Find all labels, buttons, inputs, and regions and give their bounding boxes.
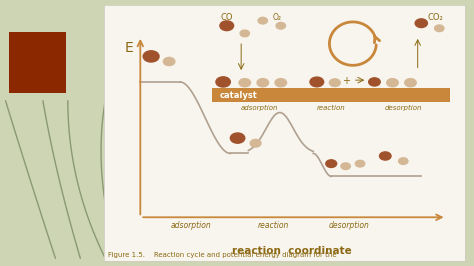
Circle shape [230, 133, 245, 143]
Text: +: + [342, 76, 350, 86]
Text: reaction  coordinate: reaction coordinate [232, 246, 352, 256]
Circle shape [216, 77, 230, 87]
Circle shape [369, 78, 380, 86]
Circle shape [380, 152, 391, 160]
Polygon shape [9, 32, 66, 106]
Circle shape [239, 79, 251, 87]
Text: reaction: reaction [317, 105, 346, 111]
Text: CO₂: CO₂ [428, 13, 444, 22]
Circle shape [310, 77, 324, 87]
Circle shape [387, 79, 398, 87]
Circle shape [220, 21, 234, 31]
Circle shape [257, 79, 269, 87]
Circle shape [415, 19, 428, 28]
Circle shape [276, 22, 285, 29]
Circle shape [329, 79, 340, 86]
Circle shape [399, 158, 408, 164]
Text: O₂: O₂ [273, 13, 282, 22]
Text: desorption: desorption [384, 105, 422, 111]
Circle shape [326, 160, 337, 168]
Text: reaction: reaction [258, 221, 289, 230]
Text: desorption: desorption [329, 221, 370, 230]
Circle shape [164, 57, 175, 66]
FancyBboxPatch shape [212, 88, 450, 102]
Text: E: E [125, 41, 134, 55]
Text: Figure 1.5.    Reaction cycle and potential energy diagram for the: Figure 1.5. Reaction cycle and potential… [108, 252, 337, 258]
Circle shape [250, 139, 261, 147]
Circle shape [405, 79, 416, 87]
Circle shape [356, 160, 365, 167]
Text: adsorption: adsorption [240, 105, 278, 111]
Text: adsorption: adsorption [170, 221, 211, 230]
Circle shape [240, 30, 249, 37]
Circle shape [341, 163, 350, 169]
Text: CO: CO [220, 13, 233, 22]
Circle shape [435, 25, 444, 32]
Text: catalyst: catalyst [219, 91, 257, 100]
Circle shape [143, 51, 159, 62]
Circle shape [275, 79, 287, 87]
Circle shape [258, 17, 267, 24]
